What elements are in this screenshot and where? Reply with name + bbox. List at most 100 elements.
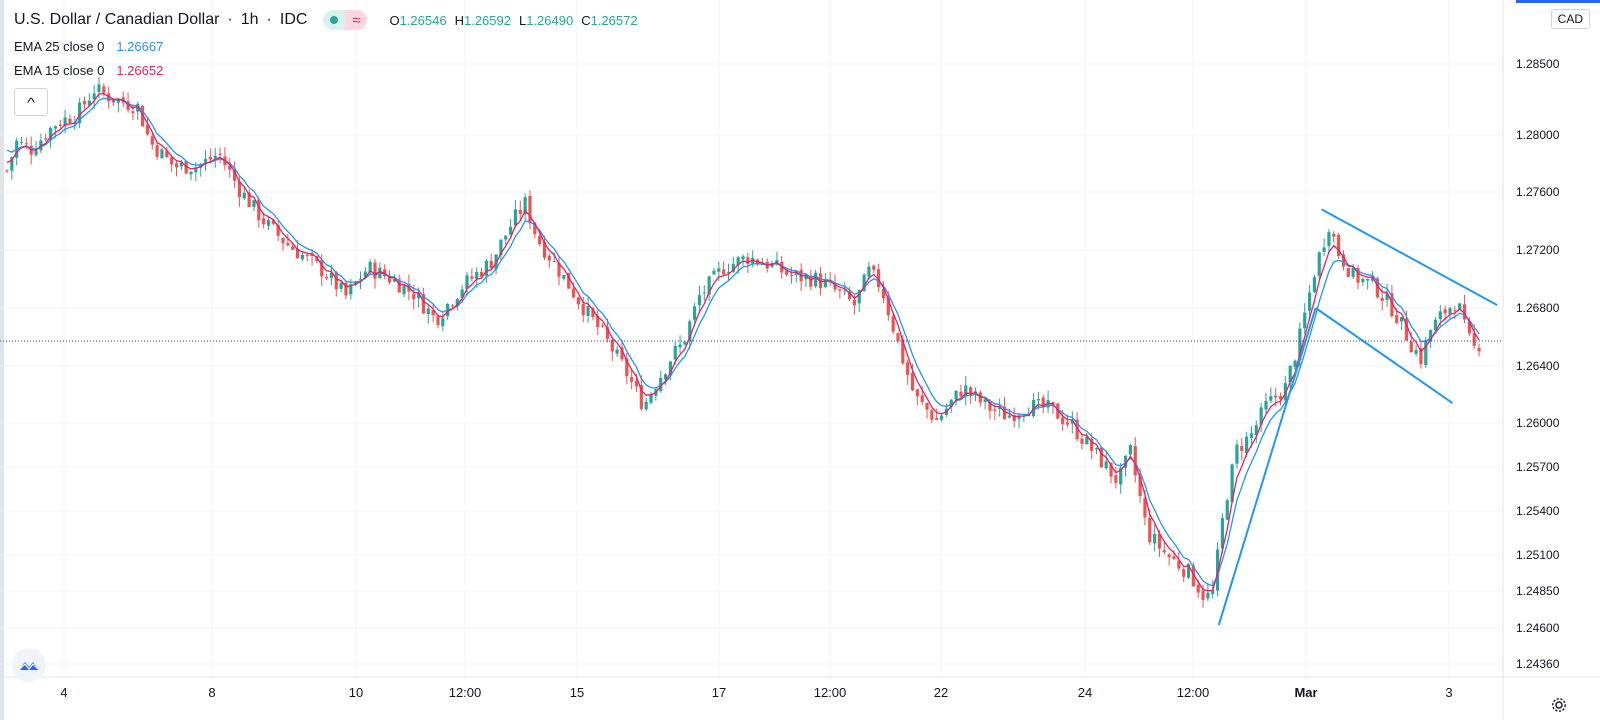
tradingview-logo-icon[interactable] [12, 648, 46, 682]
candle-body [1085, 436, 1089, 445]
currency-badge[interactable]: CAD [1550, 9, 1590, 29]
symbol-name[interactable]: U.S. Dollar / Canadian Dollar [14, 11, 220, 28]
interval-label[interactable]: 1h [240, 11, 259, 28]
candle-body [1191, 565, 1195, 587]
candle-body [281, 237, 285, 244]
indicator-ema-25[interactable]: EMA 25 close 0 1.26667 [14, 39, 638, 54]
candles [5, 77, 1481, 608]
close-label: C [581, 12, 591, 28]
candle-body [1414, 350, 1418, 354]
candle-body [1172, 556, 1176, 560]
legend-collapse-button[interactable]: ^ [14, 88, 48, 116]
candle-body [794, 271, 798, 276]
candle-body [450, 305, 455, 307]
candle-body [1196, 584, 1200, 593]
candle-body [939, 415, 944, 420]
time-tick-label: 10 [349, 685, 363, 700]
candle-body [1061, 417, 1065, 424]
candle-body [552, 260, 556, 262]
candle-body [1017, 415, 1021, 420]
candle-body [1177, 560, 1181, 569]
candle-body [1438, 311, 1442, 319]
candle-body [1399, 317, 1404, 322]
price-tick-label: 1.24850 [1516, 584, 1560, 598]
candle-body [988, 401, 992, 411]
candle-body [334, 272, 338, 290]
high-label: H [454, 12, 464, 28]
candle-body [87, 100, 91, 106]
candle-body [174, 163, 179, 168]
time-tick-label: 12:00 [1177, 685, 1210, 700]
gear-icon[interactable] [1549, 695, 1569, 715]
tradingview-logo-glyph [18, 662, 40, 671]
candle-body [475, 271, 479, 279]
candle-body [1269, 396, 1273, 401]
candle-body [644, 401, 648, 410]
candle-body [523, 197, 527, 215]
candle-body [959, 391, 963, 397]
candle-body [1453, 310, 1457, 312]
candle-body [145, 125, 150, 135]
candle-body [610, 339, 614, 352]
candle-body [847, 291, 852, 300]
price-tick-label: 1.26800 [1516, 301, 1560, 315]
candle-body [1123, 455, 1128, 468]
candle-body [92, 93, 96, 100]
candle-body [82, 101, 87, 105]
candle-body [906, 362, 910, 375]
candle-body [1080, 438, 1084, 444]
high-value: 1.26592 [463, 12, 511, 28]
candle-body [455, 299, 459, 307]
candle-body [470, 276, 474, 279]
time-tick-label: 12:00 [814, 685, 847, 700]
open-label: O [389, 12, 400, 28]
candle-body [678, 344, 682, 348]
candle-body [538, 235, 542, 245]
candle-body [228, 165, 232, 170]
candle-body [1283, 383, 1287, 401]
candle-body [257, 199, 261, 221]
candle-body [97, 84, 101, 92]
candle-body [1307, 292, 1312, 311]
candle-body [872, 265, 876, 270]
candle-body [785, 270, 789, 275]
candle-body [412, 293, 416, 300]
candle-body [925, 403, 929, 410]
candle-body [1007, 415, 1011, 418]
candle-body [484, 260, 488, 276]
candle-body [436, 316, 440, 326]
candle-body [852, 299, 856, 306]
market-status-pill[interactable]: ≈ [323, 10, 368, 30]
candle-body [877, 269, 881, 288]
candle-body [1094, 448, 1099, 450]
indicator-ema-15[interactable]: EMA 15 close 0 1.26652 [14, 63, 638, 78]
candle-body [150, 136, 154, 145]
candle-body [1148, 517, 1152, 543]
candle-body [189, 171, 193, 175]
candle-body [1104, 461, 1108, 469]
candle-body [383, 269, 387, 277]
top-accent-bar [1516, 0, 1600, 3]
candle-body [978, 392, 982, 403]
candle-body [920, 395, 924, 402]
candle-body [460, 289, 464, 298]
candle-body [804, 274, 808, 280]
candle-body [349, 284, 353, 295]
candle-body [639, 385, 643, 410]
candle-body [1429, 329, 1433, 342]
candle-body [1259, 407, 1263, 425]
candle-body [53, 126, 58, 129]
price-axis: 1.28500 1.28000 1.27600 1.27200 1.26800 1.264… [1516, 57, 1560, 671]
trendlines [1217, 208, 1498, 626]
time-tick-label: 8 [208, 685, 215, 700]
candle-body [1002, 406, 1007, 420]
ema-25-line [6, 97, 1480, 587]
candle-body [1332, 233, 1336, 237]
candle-body [295, 248, 300, 259]
price-tick-label: 1.24360 [1516, 657, 1560, 671]
market-open-dot-icon [323, 10, 346, 30]
candle-body [601, 325, 605, 327]
trendline [1321, 208, 1498, 306]
candle-body [964, 385, 968, 397]
